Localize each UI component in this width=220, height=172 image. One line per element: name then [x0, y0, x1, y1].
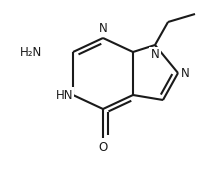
Text: N: N: [151, 48, 159, 61]
Text: N: N: [99, 22, 107, 35]
Text: N: N: [181, 67, 190, 79]
Text: HN: HN: [55, 89, 73, 101]
Text: O: O: [98, 141, 108, 154]
Text: H₂N: H₂N: [20, 46, 42, 58]
